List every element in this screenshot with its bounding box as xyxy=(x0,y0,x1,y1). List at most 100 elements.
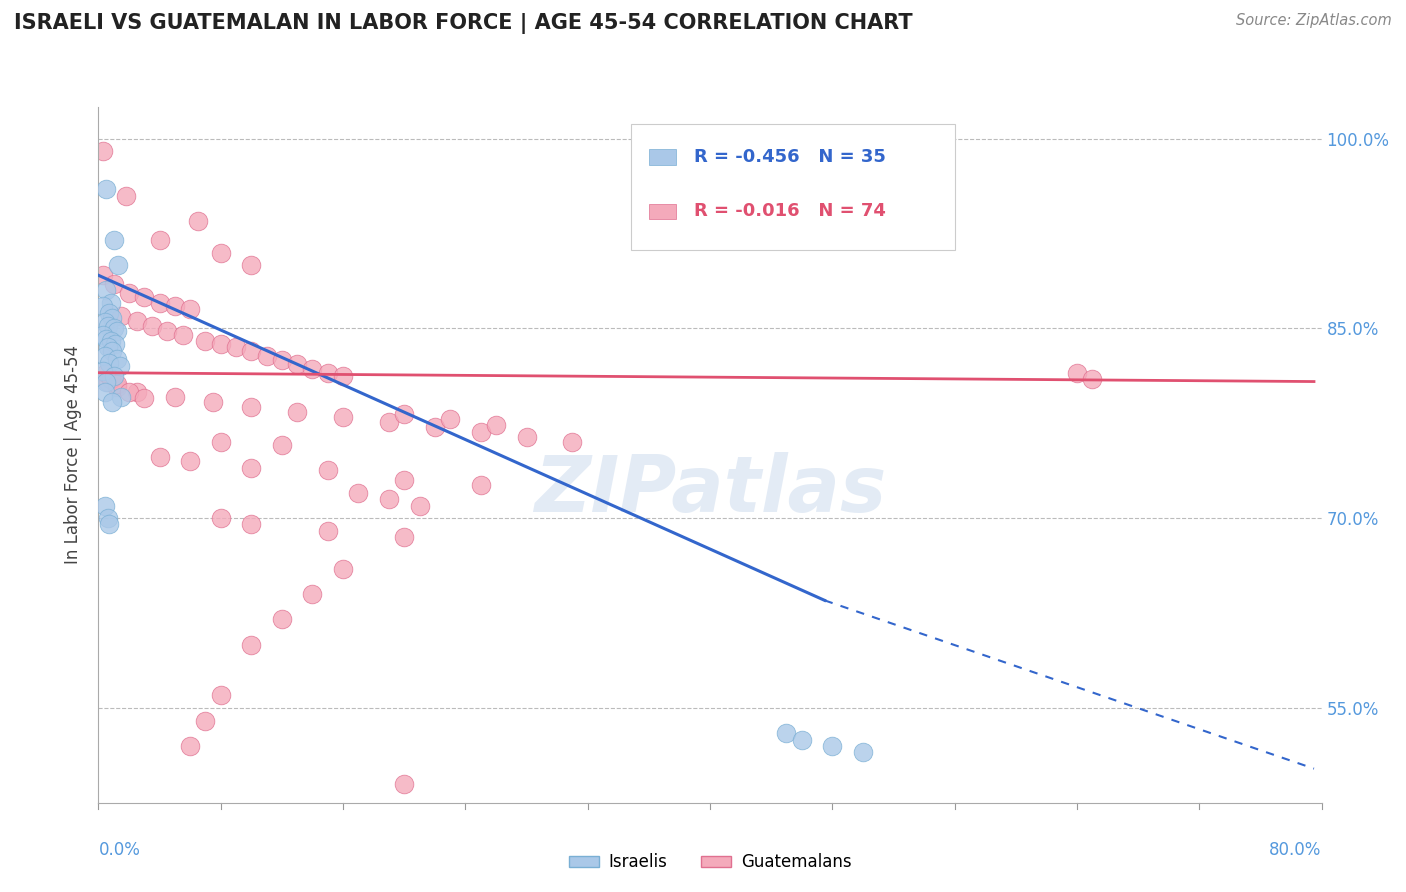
Point xyxy=(378,492,401,507)
Point xyxy=(209,435,232,450)
Point xyxy=(256,349,278,363)
Point xyxy=(115,188,138,202)
Point xyxy=(1081,372,1104,386)
Point xyxy=(91,364,114,378)
FancyBboxPatch shape xyxy=(650,150,676,165)
Point xyxy=(408,499,430,513)
Point xyxy=(332,562,354,576)
Point xyxy=(270,438,292,452)
Point xyxy=(209,245,232,260)
Point xyxy=(194,714,217,728)
Point xyxy=(125,314,148,328)
Point xyxy=(105,377,128,392)
Point xyxy=(270,353,292,368)
Point xyxy=(118,384,141,399)
Point xyxy=(93,384,115,399)
Point xyxy=(179,454,201,468)
Point xyxy=(100,334,122,348)
Point xyxy=(285,405,308,419)
Point xyxy=(172,327,194,342)
Point xyxy=(163,299,186,313)
Point xyxy=(516,430,538,444)
Point xyxy=(852,745,875,759)
Point xyxy=(332,409,354,424)
Point xyxy=(107,258,129,272)
Point xyxy=(485,417,508,432)
Point xyxy=(392,473,416,487)
Point xyxy=(93,315,115,329)
Point xyxy=(240,638,263,652)
Point xyxy=(110,390,132,404)
Point xyxy=(240,400,263,414)
Text: 80.0%: 80.0% xyxy=(1270,841,1322,859)
Point xyxy=(91,145,114,159)
Point xyxy=(156,324,179,338)
Point xyxy=(225,340,247,354)
Point xyxy=(94,284,117,298)
Point xyxy=(93,499,115,513)
Point xyxy=(98,306,121,320)
Point xyxy=(141,318,163,333)
Point xyxy=(97,318,120,333)
Point xyxy=(470,425,492,439)
Point xyxy=(821,739,844,753)
Point xyxy=(209,688,232,702)
Point xyxy=(392,408,416,422)
Point xyxy=(194,334,217,348)
Point xyxy=(108,359,131,374)
Point xyxy=(270,612,292,626)
Point xyxy=(423,420,446,434)
Point xyxy=(470,478,492,492)
Point xyxy=(94,182,117,196)
Text: ZIPatlas: ZIPatlas xyxy=(534,451,886,528)
Point xyxy=(125,384,148,399)
Point xyxy=(91,268,114,283)
Point xyxy=(105,379,128,393)
Point xyxy=(98,355,121,369)
Point xyxy=(1066,366,1088,380)
Point xyxy=(392,777,416,791)
Point xyxy=(94,366,117,380)
Point xyxy=(97,340,120,354)
Point xyxy=(202,394,225,409)
Point xyxy=(118,285,141,300)
Point xyxy=(97,375,120,389)
Point xyxy=(209,511,232,525)
Point xyxy=(301,362,323,376)
Point xyxy=(179,302,201,317)
Point xyxy=(97,511,120,525)
Point xyxy=(240,258,263,272)
Point xyxy=(316,366,339,380)
Point xyxy=(104,336,127,351)
Point xyxy=(561,435,583,450)
Point xyxy=(105,324,128,338)
Point xyxy=(240,517,263,532)
Point xyxy=(94,332,117,346)
Point xyxy=(316,463,339,477)
Text: 0.0%: 0.0% xyxy=(98,841,141,859)
Point xyxy=(790,732,813,747)
Point xyxy=(103,321,125,335)
Point xyxy=(149,296,172,310)
Point xyxy=(103,277,125,292)
FancyBboxPatch shape xyxy=(650,203,676,219)
Point xyxy=(98,517,121,532)
Text: R = -0.456   N = 35: R = -0.456 N = 35 xyxy=(695,148,886,166)
FancyBboxPatch shape xyxy=(630,125,955,250)
Point xyxy=(1004,834,1026,848)
Point xyxy=(103,369,125,384)
Point xyxy=(775,726,797,740)
Point xyxy=(105,351,128,366)
Point xyxy=(103,233,125,247)
Text: ISRAELI VS GUATEMALAN IN LABOR FORCE | AGE 45-54 CORRELATION CHART: ISRAELI VS GUATEMALAN IN LABOR FORCE | A… xyxy=(14,13,912,35)
Point xyxy=(100,372,122,386)
Point xyxy=(240,460,263,475)
Point xyxy=(110,309,132,323)
Point xyxy=(301,587,323,601)
Point xyxy=(179,739,201,753)
Text: R = -0.016   N = 74: R = -0.016 N = 74 xyxy=(695,202,886,220)
Point xyxy=(101,344,124,359)
Point xyxy=(378,415,401,429)
Point xyxy=(163,390,186,404)
Point xyxy=(332,369,354,384)
